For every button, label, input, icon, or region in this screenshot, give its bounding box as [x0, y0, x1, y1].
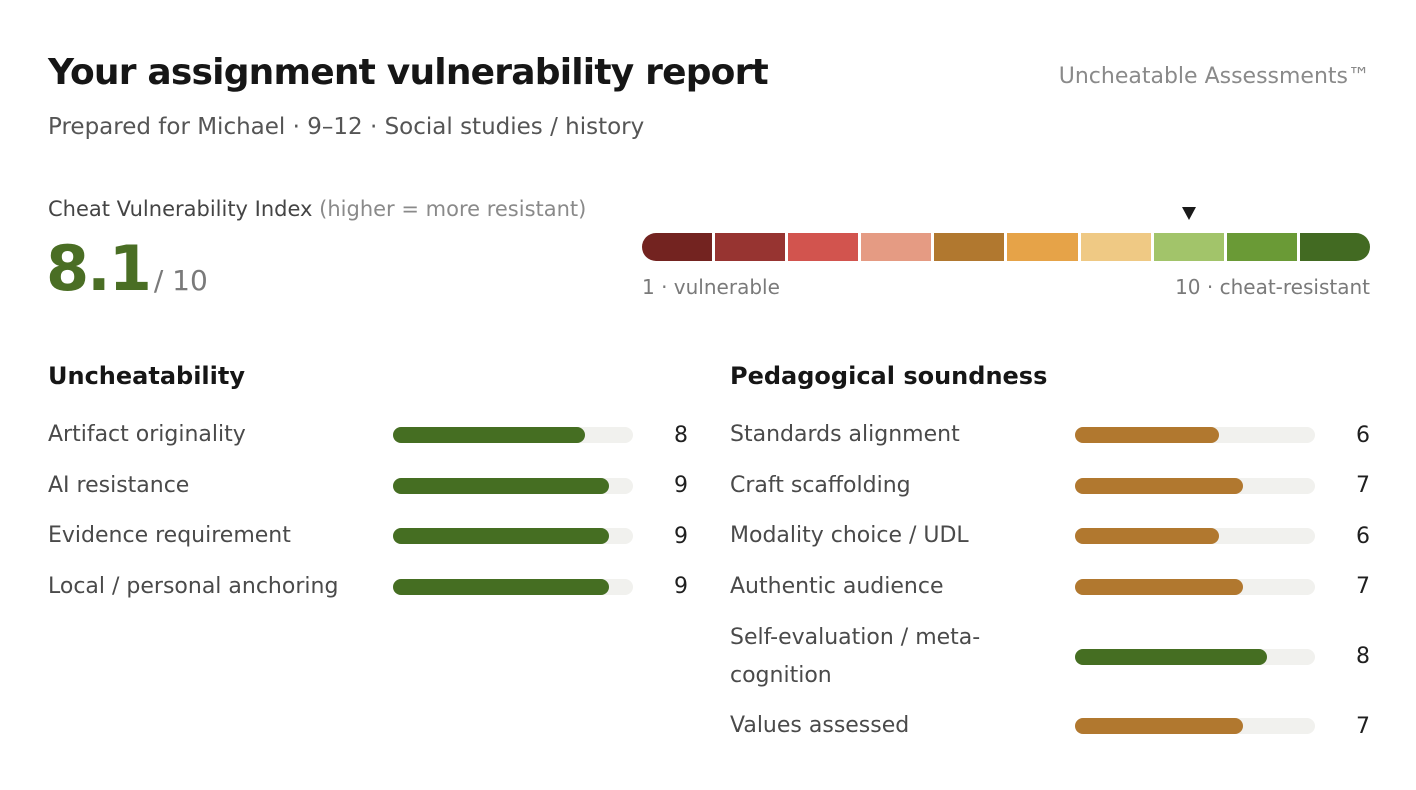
score-row-label: AI resistance: [48, 472, 190, 498]
scale-segment-9: [1226, 233, 1297, 261]
score-value: 8.1: [46, 232, 152, 305]
score-bar-track: [1075, 427, 1315, 444]
score-bar-fill: [393, 477, 609, 494]
score-max: / 10: [153, 264, 208, 297]
score-bar-fill: [393, 427, 585, 444]
index-note: (higher = more resistant): [319, 197, 587, 221]
score-row-value: 7: [1356, 713, 1370, 739]
score-bar-track: [393, 578, 633, 595]
scale-high-label: 10 · cheat-resistant: [1175, 275, 1370, 299]
score-bar-fill: [1075, 427, 1219, 444]
score-row-value: 9: [674, 523, 688, 549]
score-row-label: Evidence requirement: [48, 523, 291, 549]
score-row-label: Self-evaluation / meta-cognition: [730, 624, 981, 688]
score-bar-track: [393, 528, 633, 545]
pedagogy-list: Standards alignment 6 Craft scaffolding 7 Mo…: [730, 410, 1370, 752]
score-row: Craft scaffolding 7: [730, 461, 1370, 512]
score-row-value: 6: [1356, 523, 1370, 549]
score-bar-fill: [1075, 718, 1243, 735]
score-row-value: 7: [1356, 574, 1370, 600]
score-row-label: Artifact originality: [48, 422, 246, 448]
score-bar-track: [1075, 528, 1315, 545]
uncheatability-list: Artifact originality 8 AI resistance 9 Evide…: [48, 410, 688, 612]
score-row: Artifact originality 8: [48, 410, 688, 461]
score-bar-track: [1075, 578, 1315, 595]
score-bar-fill: [1075, 648, 1267, 665]
index-label-row: Cheat Vulnerability Index (higher = more…: [48, 197, 586, 221]
score-row-label: Authentic audience: [730, 573, 944, 599]
scale-segment-3: [788, 233, 859, 261]
score-bar-track: [1075, 718, 1315, 735]
score-row-label: Modality choice / UDL: [730, 523, 969, 549]
page-subtitle: Prepared for Michael · 9–12 · Social stu…: [48, 114, 645, 140]
score-row-value: 6: [1356, 422, 1370, 448]
score-row-label: Standards alignment: [730, 422, 960, 448]
score-row: Values assessed 7: [730, 701, 1370, 752]
score-row-value: 8: [674, 422, 688, 448]
score-bar-track: [393, 477, 633, 494]
section-title-pedagogy: Pedagogical soundness: [730, 362, 1048, 390]
scale-segment-8: [1153, 233, 1224, 261]
page-title: Your assignment vulnerability report: [48, 52, 769, 93]
score-bar-fill: [393, 528, 609, 545]
scale-segment-1: [642, 233, 713, 261]
score-row-value: 9: [674, 473, 688, 499]
index-label: Cheat Vulnerability Index: [48, 197, 313, 221]
score-row: Self-evaluation / meta-cognition 8: [730, 612, 1370, 701]
score-row: Evidence requirement 9: [48, 511, 688, 562]
score-row-value: 9: [674, 574, 688, 600]
score-bar-track: [1075, 477, 1315, 494]
score-row: Standards alignment 6: [730, 410, 1370, 461]
score-row-value: 8: [1356, 644, 1370, 669]
section-title-uncheatability: Uncheatability: [48, 362, 246, 390]
score-bar-track: [1075, 648, 1315, 665]
score-bar-fill: [1075, 477, 1243, 494]
scale-segment-4: [861, 233, 932, 261]
score-bar-fill: [1075, 528, 1219, 545]
scale-segment-2: [715, 233, 786, 261]
score-row-value: 7: [1356, 473, 1370, 499]
index-score: 8.1/ 10: [46, 232, 208, 305]
scale-low-label: 1 · vulnerable: [642, 275, 780, 299]
score-bar-fill: [393, 578, 609, 595]
score-row-label: Local / personal anchoring: [48, 573, 339, 599]
score-row: Local / personal anchoring 9: [48, 562, 688, 613]
score-bar-track: [393, 427, 633, 444]
scale-marker-icon: [1181, 207, 1196, 220]
score-bar-fill: [1075, 578, 1243, 595]
scale-segment-6: [1007, 233, 1078, 261]
score-row: Authentic audience 7: [730, 562, 1370, 613]
score-row-label: Values assessed: [730, 713, 910, 739]
score-row: Modality choice / UDL 6: [730, 511, 1370, 562]
score-row: AI resistance 9: [48, 461, 688, 512]
scale-segment-7: [1080, 233, 1151, 261]
brand-name: Uncheatable Assessments™: [1058, 64, 1370, 89]
scale-segment-5: [934, 233, 1005, 261]
score-row-label: Craft scaffolding: [730, 472, 911, 498]
scale-segment-10: [1299, 233, 1370, 261]
vulnerability-scale: [642, 233, 1370, 261]
